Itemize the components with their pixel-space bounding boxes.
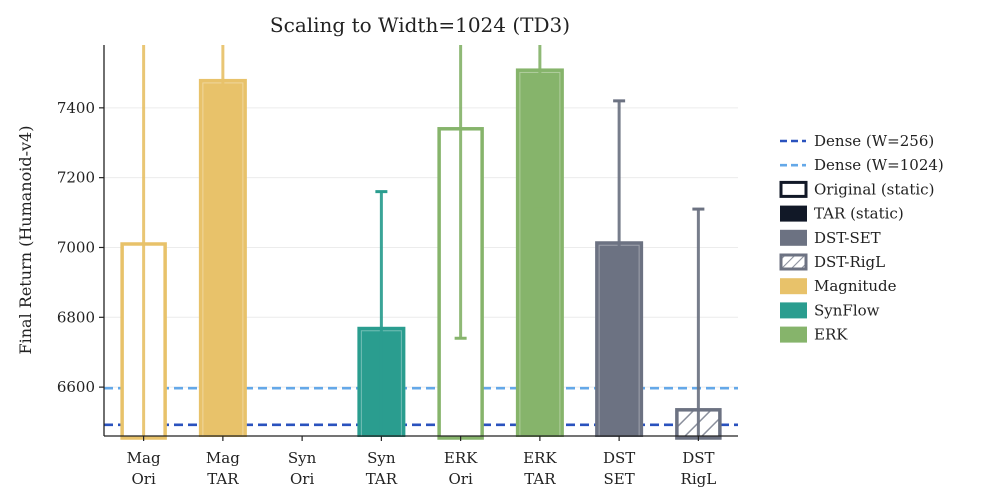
legend-label-5: DST-RigL: [814, 253, 885, 271]
bars: [122, 69, 720, 438]
y-tick-label-1: 6800: [57, 308, 95, 326]
legend-swatch-2: [781, 182, 806, 196]
x-tick-label-line1-1: Mag: [206, 449, 240, 467]
x-tick-label-line1-7: DST: [682, 449, 714, 467]
legend-label-0: Dense (W=256): [814, 132, 934, 150]
legend-item-7: SynFlow: [780, 301, 880, 319]
legend-item-5: DST-RigL: [781, 253, 885, 271]
legend-swatch-6: [780, 278, 807, 294]
y-axis-label: Final Return (Humanoid-v4): [16, 126, 35, 355]
legend-item-3: TAR (static): [780, 205, 904, 223]
legend-label-2: Original (static): [814, 180, 934, 198]
legend-item-8: ERK: [780, 326, 848, 344]
legend-swatch-7: [780, 302, 807, 318]
y-tick-label-3: 7200: [57, 169, 95, 187]
legend-item-1: Dense (W=1024): [780, 156, 944, 174]
legend-label-6: Magnitude: [814, 277, 897, 295]
x-tick-label-line2-4: Ori: [448, 470, 472, 488]
x-tick-label-line1-2: Syn: [288, 449, 317, 467]
legend-swatch-8: [780, 327, 807, 343]
legend: Dense (W=256) Dense (W=1024) Original (sta…: [780, 132, 944, 344]
legend-label-1: Dense (W=1024): [814, 156, 944, 174]
y-axis-ticks: 6600 6800 7000 7200 7400: [57, 99, 104, 396]
y-tick-label-0: 6600: [57, 378, 95, 396]
legend-label-4: DST-SET: [814, 229, 881, 247]
legend-item-6: Magnitude: [780, 277, 897, 295]
x-tick-label-line2-6: SET: [604, 470, 635, 488]
x-tick-label-line1-3: Syn: [367, 449, 396, 467]
x-tick-label-line2-5: TAR: [524, 470, 556, 488]
legend-label-8: ERK: [814, 326, 848, 344]
legend-label-7: SynFlow: [814, 301, 880, 319]
x-tick-label-line1-6: DST: [603, 449, 635, 467]
x-tick-label-line1-4: ERK: [444, 449, 478, 467]
x-tick-label-line2-2: Ori: [290, 470, 314, 488]
x-tick-label-line2-7: RigL: [681, 470, 717, 488]
legend-item-0: Dense (W=256): [780, 132, 934, 150]
y-tick-label-2: 7000: [57, 238, 95, 256]
error-bar-7: [692, 209, 704, 436]
legend-swatch-3: [780, 206, 807, 222]
legend-label-3: TAR (static): [814, 205, 904, 223]
x-tick-label-line1-0: Mag: [127, 449, 161, 467]
legend-item-2: Original (static): [781, 180, 934, 198]
chart-title: Scaling to Width=1024 (TD3): [270, 13, 570, 37]
x-tick-label-line2-1: TAR: [207, 470, 239, 488]
x-axis-ticks: Mag Ori Mag TAR Syn Ori Syn TAR ERK Ori ERK TAR DST S…: [127, 436, 717, 488]
legend-item-4: DST-SET: [780, 229, 881, 247]
y-tick-label-4: 7400: [57, 99, 95, 117]
x-tick-label-line2-0: Ori: [131, 470, 155, 488]
legend-swatch-4: [780, 230, 807, 246]
x-tick-label-line2-3: TAR: [366, 470, 398, 488]
legend-swatch-5: [781, 255, 806, 269]
x-tick-label-line1-5: ERK: [523, 449, 557, 467]
